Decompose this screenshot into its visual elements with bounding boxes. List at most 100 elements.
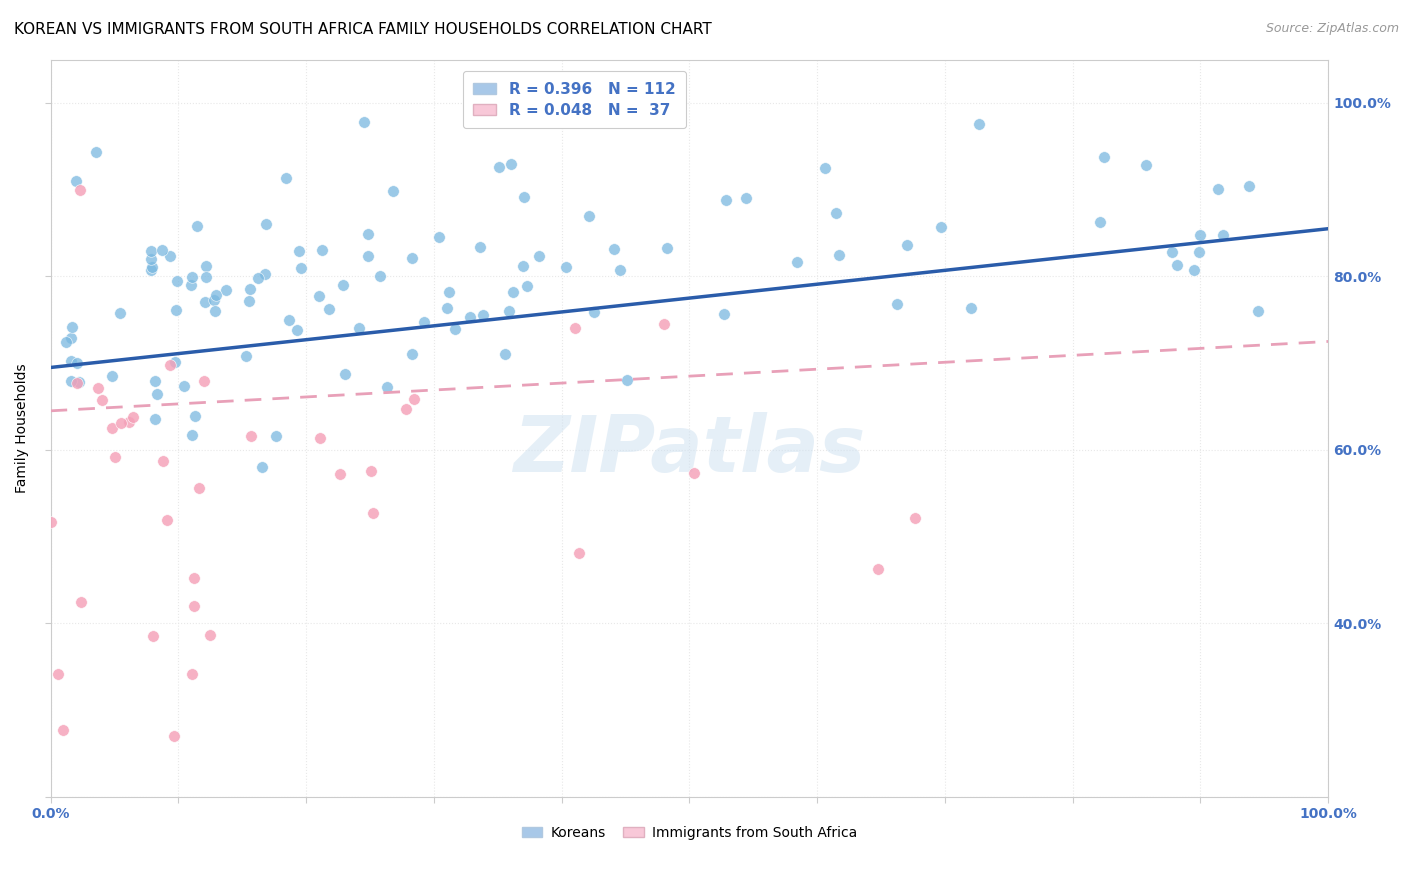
Point bbox=[488, 160, 510, 174]
Point bbox=[1090, 215, 1112, 229]
Point bbox=[159, 249, 181, 263]
Point bbox=[239, 282, 262, 296]
Point bbox=[401, 251, 423, 265]
Point bbox=[527, 249, 550, 263]
Point bbox=[1212, 227, 1234, 242]
Point bbox=[193, 374, 215, 388]
Point bbox=[494, 347, 516, 361]
Point bbox=[186, 219, 208, 233]
Point bbox=[329, 467, 352, 482]
Point bbox=[55, 335, 77, 350]
Point bbox=[896, 237, 918, 252]
Point bbox=[183, 599, 205, 614]
Point bbox=[682, 467, 704, 481]
Point bbox=[353, 115, 375, 129]
Point bbox=[1237, 179, 1260, 194]
Point bbox=[502, 285, 524, 299]
Point bbox=[555, 260, 578, 274]
Point bbox=[253, 267, 276, 281]
Point bbox=[713, 307, 735, 321]
Point bbox=[84, 145, 107, 160]
Point bbox=[59, 374, 82, 388]
Point bbox=[250, 460, 273, 475]
Point bbox=[87, 381, 110, 395]
Point bbox=[501, 157, 523, 171]
Point bbox=[512, 259, 534, 273]
Point bbox=[104, 450, 127, 464]
Point bbox=[188, 481, 211, 495]
Point bbox=[246, 271, 269, 285]
Point bbox=[564, 321, 586, 335]
Point bbox=[69, 183, 91, 197]
Point bbox=[195, 270, 218, 285]
Point bbox=[287, 323, 309, 337]
Point bbox=[404, 392, 426, 406]
Point bbox=[582, 305, 605, 319]
Point bbox=[139, 244, 162, 258]
Point bbox=[266, 429, 288, 443]
Point bbox=[276, 171, 298, 186]
Point bbox=[335, 367, 357, 381]
Point bbox=[66, 376, 89, 390]
Point bbox=[349, 321, 371, 335]
Point bbox=[165, 302, 187, 317]
Point bbox=[1246, 303, 1268, 318]
Point bbox=[65, 174, 87, 188]
Point bbox=[159, 358, 181, 372]
Point bbox=[967, 117, 990, 131]
Point bbox=[121, 409, 143, 424]
Point bbox=[516, 278, 538, 293]
Point bbox=[524, 113, 547, 128]
Point bbox=[427, 230, 450, 244]
Point bbox=[184, 409, 207, 423]
Point bbox=[460, 310, 482, 325]
Point bbox=[1092, 150, 1115, 164]
Point bbox=[101, 421, 124, 435]
Point bbox=[498, 304, 520, 318]
Point bbox=[578, 209, 600, 223]
Point bbox=[357, 249, 380, 263]
Point bbox=[395, 402, 418, 417]
Point bbox=[714, 194, 737, 208]
Point bbox=[173, 379, 195, 393]
Point bbox=[215, 283, 238, 297]
Point bbox=[735, 191, 758, 205]
Point bbox=[609, 263, 631, 277]
Point bbox=[1188, 245, 1211, 260]
Point bbox=[825, 205, 848, 219]
Point bbox=[108, 306, 131, 320]
Point bbox=[308, 431, 330, 445]
Point bbox=[1182, 263, 1205, 277]
Point bbox=[375, 380, 398, 394]
Point bbox=[204, 293, 226, 307]
Point bbox=[66, 355, 89, 369]
Point bbox=[204, 304, 226, 318]
Point bbox=[1166, 258, 1188, 272]
Point bbox=[361, 506, 384, 520]
Point bbox=[401, 347, 423, 361]
Point bbox=[436, 301, 458, 316]
Point bbox=[181, 270, 204, 285]
Point bbox=[183, 571, 205, 585]
Point bbox=[101, 369, 124, 384]
Point bbox=[472, 308, 495, 322]
Point bbox=[239, 429, 262, 443]
Point bbox=[311, 243, 333, 257]
Point bbox=[60, 353, 83, 368]
Point bbox=[52, 723, 75, 737]
Point bbox=[69, 594, 91, 608]
Point bbox=[118, 415, 141, 429]
Point bbox=[308, 289, 330, 303]
Point bbox=[1206, 182, 1229, 196]
Point bbox=[443, 321, 465, 335]
Point bbox=[868, 562, 890, 576]
Point bbox=[166, 275, 188, 289]
Point bbox=[652, 317, 675, 331]
Point bbox=[180, 667, 202, 681]
Point bbox=[904, 511, 927, 525]
Point bbox=[468, 240, 491, 254]
Point bbox=[568, 546, 591, 560]
Point bbox=[141, 263, 163, 277]
Point bbox=[356, 227, 378, 241]
Text: KOREAN VS IMMIGRANTS FROM SOUTH AFRICA FAMILY HOUSEHOLDS CORRELATION CHART: KOREAN VS IMMIGRANTS FROM SOUTH AFRICA F… bbox=[14, 22, 711, 37]
